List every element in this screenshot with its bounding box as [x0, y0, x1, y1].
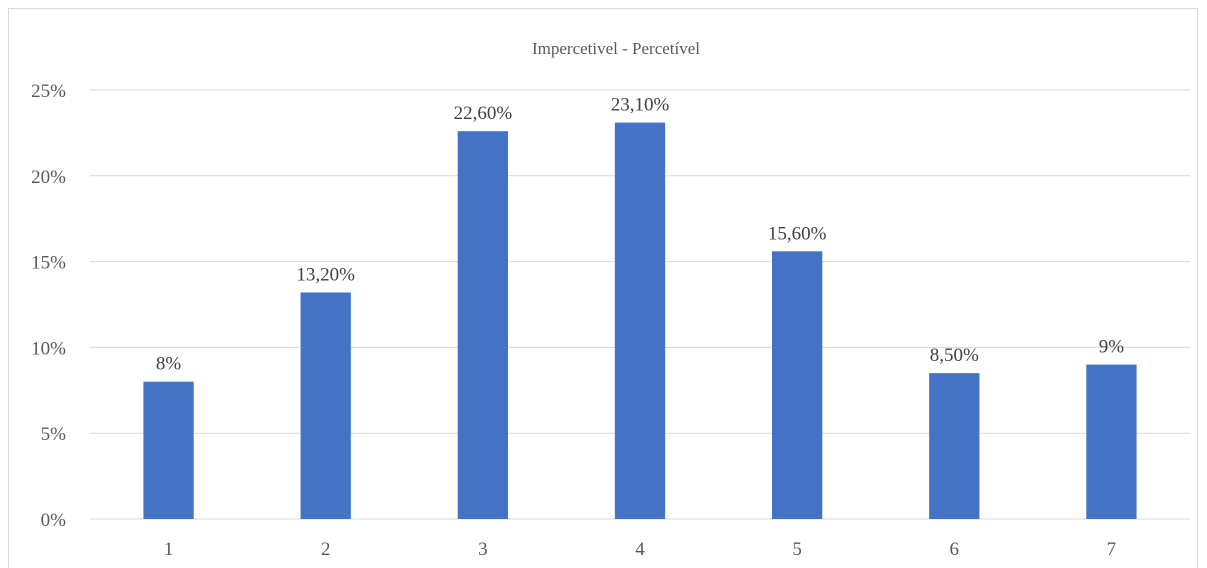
x-tick-label: 3	[478, 539, 488, 560]
y-axis-ticks: 0% 5% 10% 15% 20% 25%	[31, 81, 66, 531]
data-label: 13,20%	[296, 264, 355, 285]
data-label: 8%	[156, 354, 182, 375]
y-tick-label: 0%	[41, 510, 67, 531]
data-label: 15,60%	[768, 223, 827, 244]
x-tick-label: 2	[321, 539, 331, 560]
bar	[143, 381, 194, 519]
chart-frame	[8, 8, 1198, 568]
chart-title: Impercetivel - Percetível	[532, 39, 700, 58]
bars	[143, 122, 1137, 519]
data-label: 9%	[1099, 337, 1125, 358]
data-label: 22,60%	[454, 103, 513, 124]
data-label: 23,10%	[611, 95, 670, 116]
bar	[929, 373, 980, 519]
bar	[300, 292, 351, 519]
data-label: 8,50%	[930, 345, 979, 366]
bar	[457, 131, 508, 519]
bar	[614, 122, 666, 519]
x-axis-ticks: 1 2 3 4 5 6 7	[164, 539, 1116, 560]
x-tick-label: 5	[792, 539, 802, 560]
y-tick-label: 15%	[31, 253, 66, 274]
x-tick-label: 6	[950, 539, 960, 560]
data-labels: 8% 13,20% 22,60% 23,10% 15,60% 8,50% 9%	[156, 95, 1124, 375]
x-tick-label: 1	[164, 539, 174, 560]
x-tick-label: 4	[635, 539, 645, 560]
y-tick-label: 20%	[31, 167, 66, 188]
x-tick-label: 7	[1107, 539, 1117, 560]
y-tick-label: 10%	[31, 338, 66, 359]
bar	[772, 251, 823, 519]
y-tick-label: 25%	[31, 81, 66, 102]
y-tick-label: 5%	[41, 424, 67, 445]
bar	[1086, 364, 1137, 519]
